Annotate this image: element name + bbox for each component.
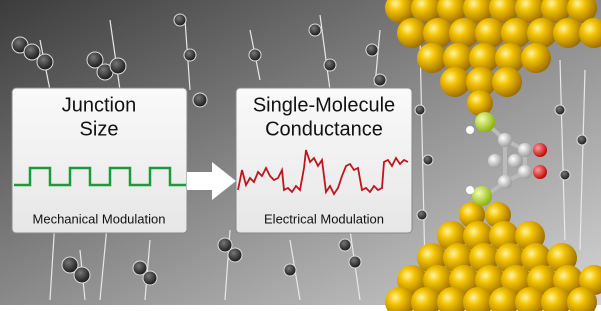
panel-conductance: Single-Molecule Conductance Electrical M…: [236, 88, 412, 233]
panel-title: Single-Molecule: [253, 94, 395, 116]
panel-title: Conductance: [265, 118, 383, 140]
graphic: Junction Size Mechanical Modulation Sing…: [0, 0, 601, 311]
panel-caption: Electrical Modulation: [264, 211, 384, 226]
panel-title: Junction: [62, 94, 137, 116]
panel-title: Size: [80, 118, 119, 140]
panel-caption: Mechanical Modulation: [33, 211, 166, 226]
panel-junction: Junction Size Mechanical Modulation: [12, 88, 187, 233]
